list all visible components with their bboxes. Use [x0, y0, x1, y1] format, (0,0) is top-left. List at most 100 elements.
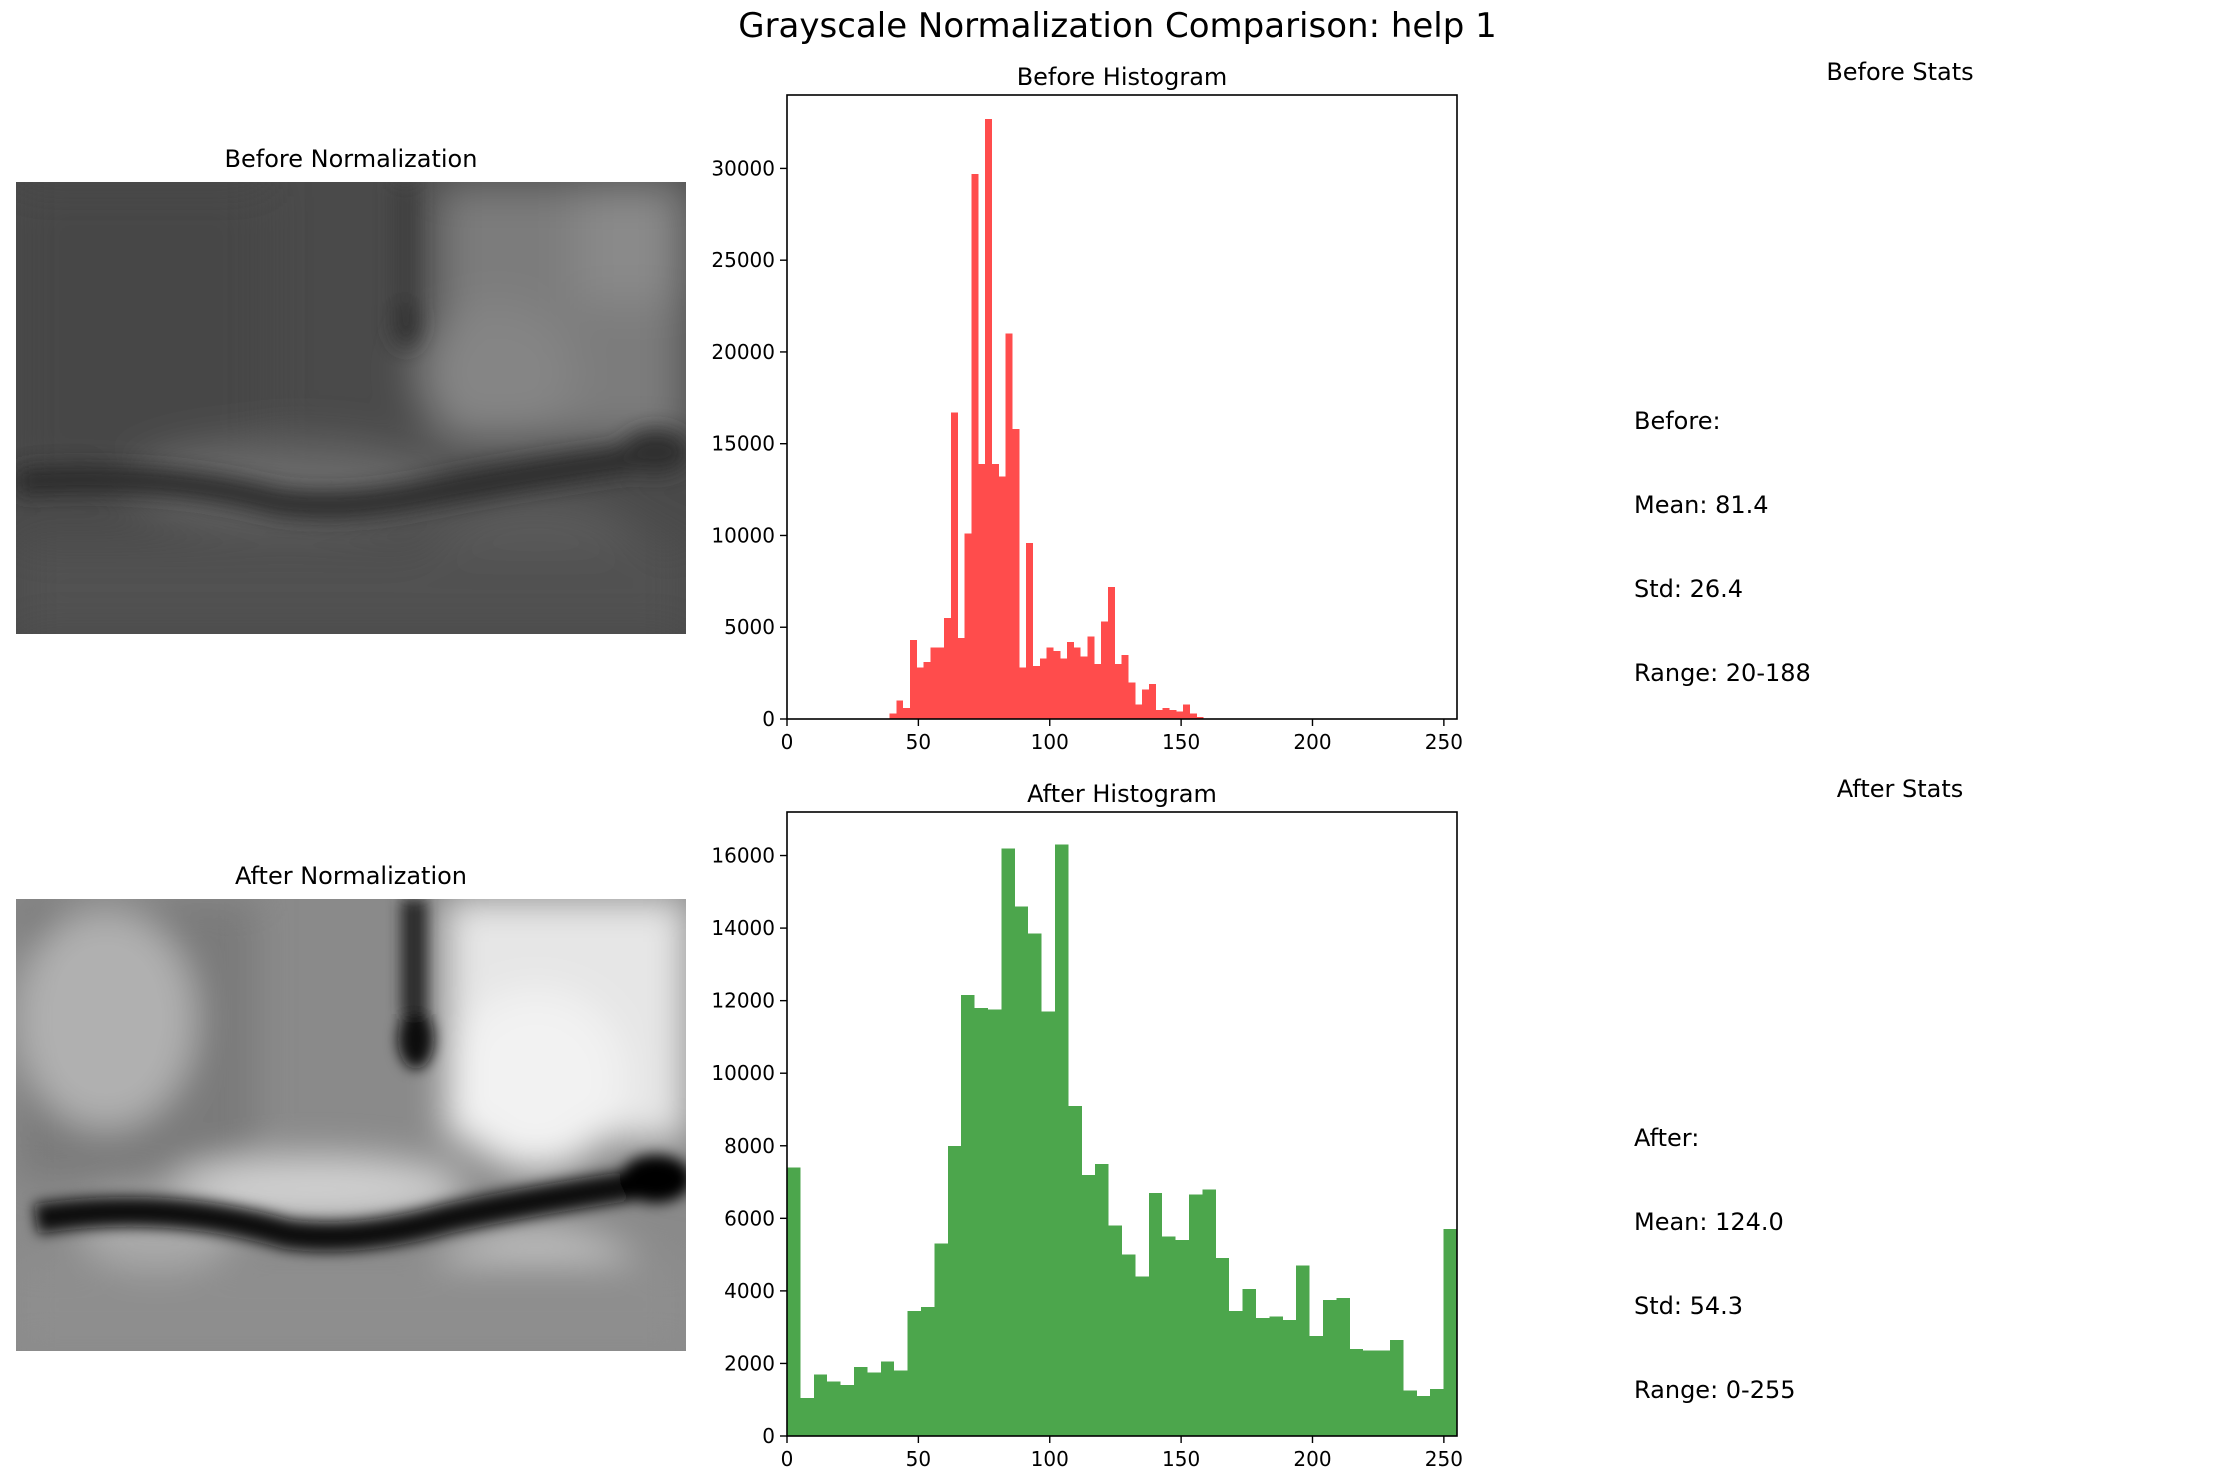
after-histogram-bar	[1215, 1258, 1230, 1436]
after-histogram-bar	[1001, 848, 1015, 1436]
before-histogram-bar	[991, 463, 999, 719]
after-histogram-bar	[854, 1367, 868, 1436]
before-x-tick-label: 200	[1293, 730, 1331, 754]
before-histogram-bar	[971, 173, 979, 719]
after-normalization-image	[16, 899, 686, 1351]
after-histogram-bar	[827, 1381, 841, 1436]
after-histogram-bar	[1269, 1316, 1283, 1436]
after-y-tick-label: 2000	[724, 1351, 775, 1375]
after-histogram-frame	[786, 811, 1458, 1437]
after-histogram-bar	[1122, 1254, 1136, 1436]
before-histogram-bar	[1169, 709, 1177, 719]
after-histogram-bar	[1390, 1339, 1404, 1436]
after-histogram-bar	[1175, 1240, 1189, 1436]
before-histogram-bar	[1032, 665, 1040, 719]
before-histogram-bar	[1053, 651, 1061, 719]
after-histogram-bar	[880, 1361, 895, 1436]
after-histogram-bar	[1202, 1189, 1216, 1436]
before-histogram-bar	[1039, 658, 1047, 719]
before-stats-heading: Before:	[1634, 407, 1721, 435]
after-histogram-bar	[1189, 1194, 1203, 1436]
before-stats-range: Range: 20-188	[1634, 659, 1811, 687]
before-stats-text: Before: Mean: 81.4 Std: 26.4 Range: 20-1…	[1634, 351, 1811, 715]
before-histogram-bar	[1101, 621, 1109, 719]
before-histogram-bar	[1176, 711, 1184, 719]
before-histogram-bar	[950, 412, 958, 719]
before-histogram-bar	[1073, 647, 1081, 719]
after-histogram-bar	[1363, 1350, 1377, 1436]
before-histogram-bar	[944, 618, 951, 719]
before-histogram-bar	[1108, 586, 1115, 719]
after-histogram-chart: After Histogram 0 50 100 150 200 250 0 2000 4000 6…	[711, 780, 1463, 1471]
after-y-tick-label: 12000	[711, 989, 775, 1013]
before-image-title: Before Normalization	[224, 145, 478, 173]
after-histogram-bar	[1014, 906, 1029, 1436]
before-histogram-bar	[1094, 663, 1102, 719]
after-histogram-bar	[1148, 1192, 1163, 1436]
after-histogram-bar	[1135, 1276, 1149, 1436]
figure-title: Grayscale Normalization Comparison: help…	[738, 6, 1497, 46]
after-histogram-bar	[1282, 1319, 1297, 1436]
before-x-tick-label: 50	[906, 730, 931, 754]
before-normalization-image	[16, 182, 686, 634]
before-x-tick-label: 150	[1162, 730, 1200, 754]
before-histogram-bar	[964, 533, 972, 719]
before-histogram-bar	[1087, 636, 1095, 719]
after-histogram-bar	[1349, 1348, 1364, 1436]
after-histogram-bar	[1336, 1298, 1350, 1436]
before-histogram-bar	[1026, 542, 1033, 719]
after-histogram-bar	[867, 1372, 881, 1436]
before-histogram-bar	[1162, 707, 1170, 719]
after-histogram-bar	[1055, 844, 1069, 1436]
before-y-tick-label: 0	[762, 707, 775, 731]
after-histogram-bar	[1108, 1225, 1122, 1436]
before-histogram-bar	[1114, 663, 1122, 719]
after-x-tick-label: 200	[1293, 1447, 1331, 1471]
before-stats-title: Before Stats	[1826, 58, 1974, 86]
after-histogram-bar	[934, 1243, 948, 1436]
before-histogram-bar	[978, 463, 986, 719]
after-histogram-bar	[1041, 1011, 1055, 1436]
before-histogram-frame	[786, 94, 1458, 720]
before-y-tick-label: 15000	[711, 432, 775, 456]
after-y-tick-label: 6000	[724, 1206, 775, 1230]
before-stats-std: Std: 26.4	[1634, 575, 1744, 603]
after-y-tick-label: 16000	[711, 844, 775, 868]
after-histogram-bar	[1376, 1350, 1390, 1436]
before-histogram-chart: Before Histogram 0 50 100 150 200 250 0 5000 1000…	[711, 63, 1463, 754]
after-image-title: After Normalization	[234, 862, 468, 890]
after-histogram-bar	[1256, 1318, 1270, 1436]
after-histogram-bar	[1081, 1174, 1096, 1436]
after-y-tick-label: 14000	[711, 916, 775, 940]
before-histogram-bar	[998, 476, 1006, 719]
after-histogram-bar	[1068, 1105, 1082, 1436]
before-histogram-bar	[909, 640, 917, 719]
after-histogram-bar	[813, 1374, 828, 1436]
after-x-tick-label: 0	[781, 1447, 794, 1471]
before-stats-mean: Mean: 81.4	[1634, 491, 1769, 519]
before-histogram-bar	[1128, 682, 1136, 719]
before-histogram-bar	[889, 713, 897, 719]
before-y-tick-label: 20000	[711, 340, 775, 364]
after-histogram-bar	[1323, 1299, 1337, 1436]
before-histogram-bar	[1149, 684, 1156, 719]
after-histogram-bar	[961, 995, 975, 1436]
before-histogram-bar	[923, 662, 931, 719]
after-y-tick-label: 4000	[724, 1279, 775, 1303]
before-histogram-bar	[985, 118, 992, 719]
before-y-tick-label: 10000	[711, 523, 775, 547]
after-stats-std: Std: 54.3	[1634, 1292, 1744, 1320]
before-histogram-bar	[937, 647, 945, 719]
after-stats-range: Range: 0-255	[1634, 1376, 1796, 1404]
after-histogram-bar	[1242, 1289, 1256, 1436]
after-histogram-bar	[1416, 1396, 1431, 1436]
before-histogram-bar	[1190, 713, 1197, 719]
before-histogram-title: Before Histogram	[1017, 63, 1228, 91]
after-histogram-bar	[1229, 1310, 1243, 1436]
before-y-tick-label: 25000	[711, 248, 775, 272]
after-x-tick-label: 250	[1425, 1447, 1463, 1471]
after-histogram-bar	[1095, 1163, 1109, 1436]
after-x-tick-label: 150	[1162, 1447, 1200, 1471]
after-histogram-bar	[1028, 933, 1042, 1436]
after-histogram-bar	[1296, 1265, 1310, 1436]
